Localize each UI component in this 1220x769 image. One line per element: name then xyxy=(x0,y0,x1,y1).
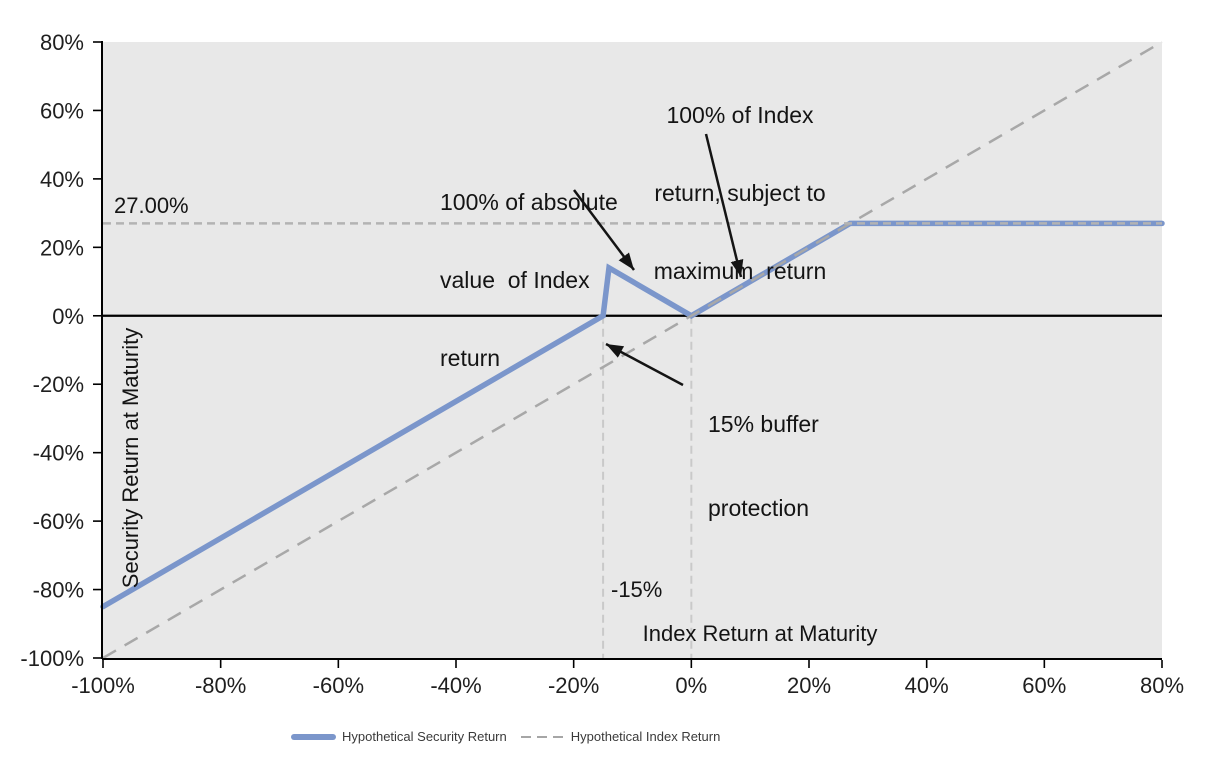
index-return-line xyxy=(102,40,1163,660)
x-tick-label: 20% xyxy=(787,673,831,698)
max-return-value-label: 27.00% xyxy=(114,193,189,218)
arrow-max-return xyxy=(704,133,744,278)
legend-label-security: Hypothetical Security Return xyxy=(342,729,507,744)
x-tick-label: -100% xyxy=(71,673,135,698)
annotation-line: 100% of Index xyxy=(666,102,814,128)
x-tick-label: 0% xyxy=(675,673,707,698)
arrow-absolute-value xyxy=(573,189,635,271)
annotation-line: protection xyxy=(708,495,810,521)
y-tick-label: -100% xyxy=(20,646,84,671)
annotation-line: 100% of absolute xyxy=(440,189,618,215)
legend-label-index: Hypothetical Index Return xyxy=(570,729,721,744)
x-tick-label: -20% xyxy=(548,673,599,698)
annotation-line: 15% buffer xyxy=(708,411,819,437)
x-tick-label: 60% xyxy=(1022,673,1066,698)
annotation-line: return, subject to xyxy=(654,180,826,206)
annotation-max-return: 100% of Index return, subject to maximum… xyxy=(628,50,852,336)
arrow-buffer-protection xyxy=(605,342,684,387)
y-tick-label: -40% xyxy=(33,441,84,466)
y-tick-label: 0% xyxy=(52,304,84,329)
legend-swatch-index-line xyxy=(520,735,565,738)
y-tick-label: -20% xyxy=(33,372,84,397)
x-tick-label: -80% xyxy=(195,673,246,698)
y-tick-label: 60% xyxy=(40,98,84,123)
buffer-level-label: -15% xyxy=(611,577,663,602)
annotation-line: value of Index xyxy=(440,267,590,293)
x-tick-label: 40% xyxy=(905,673,949,698)
annotation-line: return xyxy=(440,345,501,371)
y-tick-label: 80% xyxy=(40,30,84,55)
y-tick-label: 20% xyxy=(40,235,84,260)
annotation-buffer-protection: 15% buffer protection xyxy=(708,354,819,578)
legend: Hypothetical Security Return Hypothetica… xyxy=(291,729,720,744)
annotation-line: maximum return xyxy=(653,258,827,284)
y-axis-title: Security Return at Maturity xyxy=(118,327,143,589)
x-tick-label: -60% xyxy=(313,673,364,698)
annotation-absolute-value: 100% of absolute value of Index return xyxy=(440,137,618,423)
x-tick-label: -40% xyxy=(430,673,481,698)
x-tick-label: 80% xyxy=(1140,673,1184,698)
y-tick-label: 40% xyxy=(40,167,84,192)
y-tick-label: -60% xyxy=(33,509,84,534)
legend-swatch-security-line xyxy=(291,733,336,740)
x-axis-title: Index Return at Maturity xyxy=(642,621,878,646)
y-tick-label: -80% xyxy=(33,578,84,603)
